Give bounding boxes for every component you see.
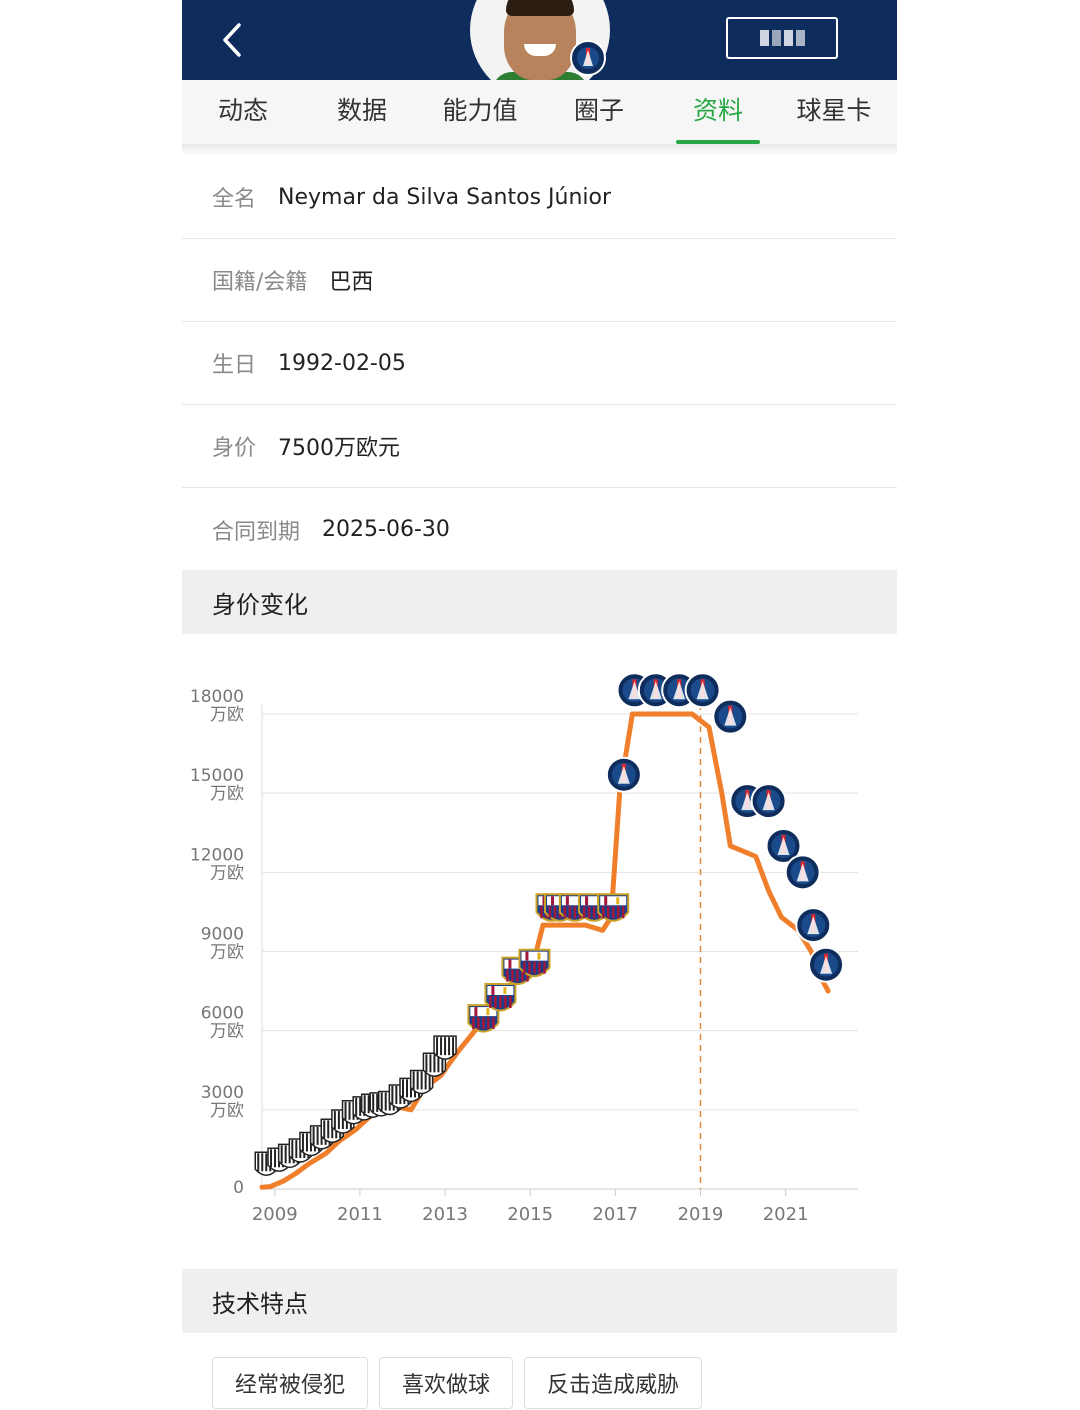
info-row-nationality: 国籍/会籍 巴西 — [182, 239, 897, 322]
skills-title: 技术特点 — [212, 1289, 308, 1318]
santos-badge-marker — [433, 1035, 457, 1060]
market-value-label: 身价 — [212, 436, 257, 461]
profile-header — [182, 0, 897, 80]
market-value-chart-svg: 03000万欧6000万欧9000万欧12000万欧15000万欧18000万欧… — [190, 672, 858, 1225]
x-tick-label: 2009 — [252, 1204, 298, 1225]
y-tick-label: 万欧 — [210, 1101, 244, 1121]
x-tick-label: 2019 — [678, 1204, 724, 1225]
y-tick-label: 12000 — [190, 845, 244, 865]
y-tick-label: 万欧 — [210, 863, 244, 883]
y-tick-label: 万欧 — [210, 784, 244, 804]
barcelona-badge-marker — [518, 948, 551, 978]
psg-badge-marker — [795, 907, 832, 944]
tab-profile[interactable]: 资料 — [676, 80, 760, 144]
psg-badge-marker — [712, 698, 749, 735]
santos-badge-marker — [422, 1052, 447, 1078]
x-tick-label: 2011 — [337, 1204, 383, 1225]
psg-badge-marker — [750, 783, 787, 820]
value-series-line — [259, 711, 831, 1190]
market-value-value: 7500万欧元 — [278, 436, 401, 461]
x-tick-label: 2013 — [422, 1204, 468, 1225]
full-name-label: 全名 — [212, 187, 257, 212]
full-name-value: Neymar da Silva Santos Júnior — [278, 184, 612, 210]
nationality-value: 巴西 — [329, 270, 374, 295]
birthday-label: 生日 — [212, 353, 257, 378]
psg-badge-marker — [765, 827, 802, 864]
skills-header: 技术特点 — [182, 1269, 897, 1333]
tab-profile-label: 资料 — [692, 96, 743, 125]
y-tick-label: 万欧 — [210, 705, 244, 725]
value-change-title: 身价变化 — [212, 590, 308, 619]
tab-stats[interactable]: 数据 — [336, 96, 387, 125]
y-tick-label: 15000 — [190, 766, 244, 786]
info-row-contract: 合同到期 2025-06-30 — [182, 488, 897, 571]
value-change-header: 身价变化 — [182, 570, 897, 634]
tab-player-card[interactable]: 球星卡 — [796, 96, 872, 125]
y-tick-label: 18000 — [190, 687, 244, 707]
player-avatar — [470, 0, 610, 80]
y-tick-label: 3000 — [201, 1083, 244, 1103]
info-row-birthday: 生日 1992-02-05 — [182, 322, 897, 405]
chevron-left-icon — [223, 23, 241, 57]
y-tick-label: 万欧 — [210, 1022, 244, 1042]
market-value-chart: 0 3000 万欧 6000 万欧 9000 万欧 12000 万欧 15000 万欧 18000 万欧… — [182, 650, 897, 1240]
skill-tag[interactable]: 经常被侵犯 — [212, 1357, 369, 1409]
back-button[interactable] — [212, 18, 252, 62]
active-tab-underline — [676, 140, 760, 144]
info-row-full-name: 全名 Neymar da Silva Santos Júnior — [182, 156, 897, 239]
skill-tag[interactable]: 喜欢做球 — [379, 1357, 514, 1409]
psg-badge-marker — [808, 946, 845, 983]
birthday-value: 1992-02-05 — [278, 350, 406, 376]
tab-ability[interactable]: 能力值 — [442, 96, 518, 125]
x-tick-label: 2021 — [763, 1204, 809, 1225]
y-tick-label: 6000 — [201, 1004, 244, 1024]
info-row-market-value: 身价 7500万欧元 — [182, 405, 897, 488]
psg-badge-icon — [570, 40, 606, 76]
y-tick-label: 9000 — [201, 925, 244, 945]
psg-badge-marker — [605, 756, 642, 793]
player-profile-page: 动态 数据 能力值 圈子 资料 球星卡 全名 Neymar da Silva S… — [182, 0, 897, 1410]
skill-tag[interactable]: 反击造成威胁 — [524, 1357, 703, 1409]
pixelated-label-icon — [759, 30, 805, 46]
profile-tabs: 动态 数据 能力值 圈子 资料 球星卡 — [182, 80, 897, 144]
barcelona-badge-marker — [467, 1004, 500, 1033]
tabs-shadow — [182, 144, 897, 156]
skill-tags: 经常被侵犯 喜欢做球 反击造成威胁 — [212, 1357, 703, 1409]
tab-circle[interactable]: 圈子 — [573, 96, 624, 125]
tab-dynamics[interactable]: 动态 — [217, 96, 268, 125]
contract-label: 合同到期 — [212, 519, 301, 545]
y-tick-label: 0 — [233, 1178, 244, 1198]
x-tick-label: 2015 — [507, 1204, 553, 1225]
follow-button[interactable] — [726, 17, 838, 59]
y-tick-label: 万欧 — [210, 943, 244, 963]
psg-badge-marker — [684, 672, 721, 709]
nationality-label: 国籍/会籍 — [212, 270, 308, 295]
barcelona-badge-marker — [484, 983, 517, 1012]
x-tick-label: 2017 — [592, 1204, 638, 1225]
barcelona-badge-marker — [597, 893, 630, 922]
contract-value: 2025-06-30 — [322, 517, 450, 542]
psg-badge-marker — [784, 854, 821, 891]
